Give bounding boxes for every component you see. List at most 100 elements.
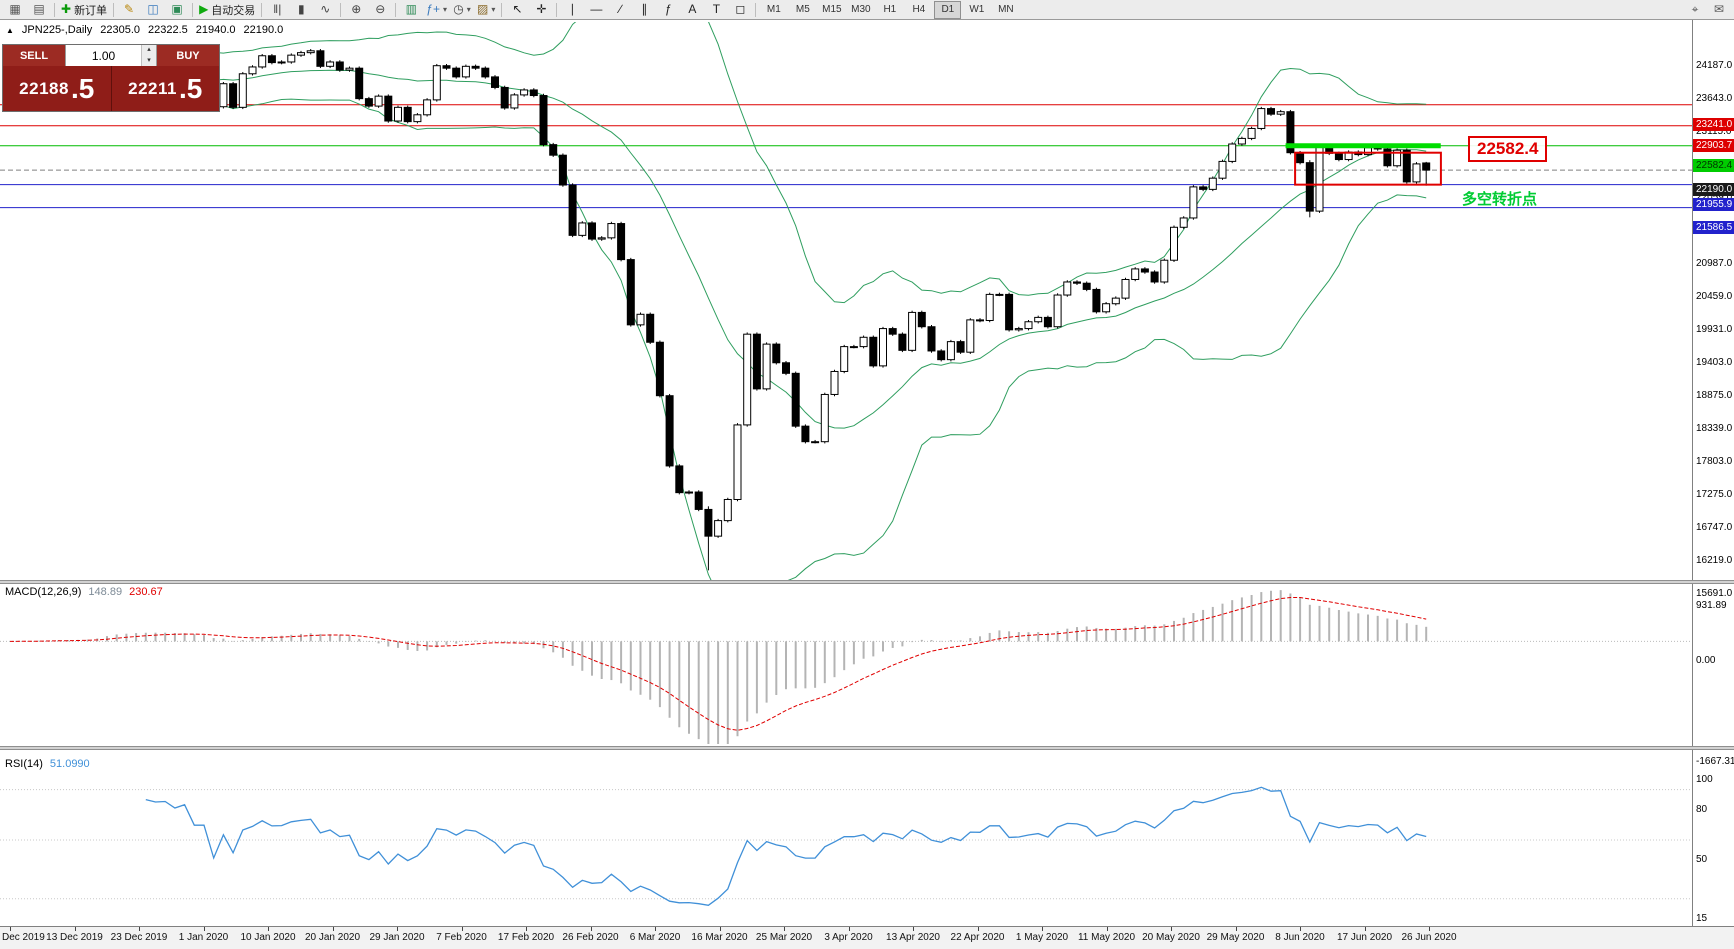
macd-label: MACD(12,26,9) bbox=[5, 586, 82, 598]
timeframe-h1[interactable]: H1 bbox=[883, 4, 897, 15]
cursor-icon[interactable]: ↖ bbox=[505, 1, 529, 18]
panel-separator[interactable] bbox=[0, 746, 1734, 750]
sell-price-main: 22188 bbox=[19, 78, 69, 98]
date-tick bbox=[74, 927, 76, 931]
macd-label-row: MACD(12,26,9) 148.89 230.67 bbox=[5, 586, 163, 598]
channel-icon[interactable]: ∥ bbox=[632, 1, 656, 18]
high-value: 22322.5 bbox=[148, 24, 188, 36]
label-tool-icon[interactable]: T bbox=[704, 1, 728, 18]
macd-signal-value: 230.67 bbox=[129, 586, 163, 598]
tile-windows-icon[interactable]: ▥ bbox=[399, 1, 423, 18]
candlestick-mode-icon[interactable]: ▮ bbox=[289, 1, 313, 18]
crosshair-icon-glyph: ✛ bbox=[536, 2, 547, 16]
buy-price-button[interactable]: 22211.5 bbox=[110, 66, 219, 111]
date-tick bbox=[848, 927, 850, 931]
timeframe-m5[interactable]: M5 bbox=[795, 4, 810, 15]
indicators-icon[interactable]: ƒ+ ▾ bbox=[423, 1, 450, 18]
timeframe-mn[interactable]: MN bbox=[998, 4, 1014, 15]
price-axis[interactable]: 24187.023643.023115.022587.022059.021531… bbox=[1692, 20, 1734, 945]
date-axis-label: 17 Jun 2020 bbox=[1336, 932, 1393, 943]
messages-icon[interactable]: ✉ bbox=[1707, 1, 1731, 18]
price-axis-label: 19403.0 bbox=[1696, 357, 1733, 368]
timeframe-d1[interactable]: D1 bbox=[934, 0, 962, 19]
date-axis-label: 6 Mar 2020 bbox=[629, 932, 681, 943]
vertical-line-icon[interactable]: ∣ bbox=[560, 1, 584, 18]
market-watch-icon[interactable]: ◫ bbox=[141, 1, 165, 18]
date-tick bbox=[590, 927, 592, 931]
toolbar: ▦ ▤ ✚ 新订单 ✎ ◫ ▣ ▶ 自动交易 ‖| ▮ ∿ ⊕ ⊖ ▥ ƒ+ ▾ ◷ ▾ ▨ ▾ ↖ ✛ ∣ ― ∕ ∥ ƒ A T ◻ M… bbox=[0, 0, 1734, 20]
price-axis-label: 16747.0 bbox=[1696, 522, 1733, 533]
profiles-icon[interactable]: ▤ bbox=[27, 1, 51, 18]
date-tick bbox=[913, 927, 914, 931]
horizontal-line-icon[interactable]: ― bbox=[584, 1, 608, 18]
price-axis-label: 23115.0 bbox=[1696, 126, 1732, 137]
zoom-in-icon[interactable]: ⊕ bbox=[344, 1, 368, 18]
new-chart-icon-glyph: ▦ bbox=[9, 2, 21, 16]
candlestick-mode-icon-glyph: ▮ bbox=[297, 2, 305, 16]
date-tick bbox=[784, 927, 785, 931]
price-axis-label: 20987.0 bbox=[1696, 258, 1733, 269]
dropdown-arrow-icon: ▾ bbox=[491, 5, 496, 14]
price-axis-label: 17803.0 bbox=[1696, 456, 1733, 467]
periods-icon[interactable]: ◷ ▾ bbox=[450, 1, 474, 18]
new-order-button[interactable]: ✚ 新订单 bbox=[58, 1, 110, 18]
zoom-out-icon-glyph: ⊖ bbox=[375, 2, 386, 16]
turning-point-annotation: 多空转折点 bbox=[1462, 191, 1538, 208]
rsi-axis-label: 80 bbox=[1696, 803, 1708, 815]
bar-chart-mode-icon[interactable]: ‖| bbox=[265, 1, 289, 18]
date-tick bbox=[526, 927, 527, 931]
date-tick bbox=[719, 927, 721, 931]
timeframe-h4[interactable]: H4 bbox=[912, 4, 926, 15]
metaeditor-icon[interactable]: ✎ bbox=[117, 1, 141, 18]
rsi-axis-label: 50 bbox=[1696, 854, 1708, 865]
price-axis-label: 22059.0 bbox=[1696, 192, 1734, 204]
volume-input[interactable] bbox=[66, 47, 141, 64]
toolbar-separator bbox=[54, 2, 55, 17]
date-axis-label: 22 Apr 2020 bbox=[950, 932, 1005, 943]
volume-increase-button[interactable]: ▴ bbox=[142, 45, 156, 56]
timeframe-m30[interactable]: M30 bbox=[851, 4, 871, 15]
shapes-icon[interactable]: ◻ bbox=[728, 1, 752, 18]
timeframe-w1[interactable]: W1 bbox=[969, 4, 985, 15]
fibonacci-icon[interactable]: ƒ bbox=[656, 1, 680, 18]
text-tool-icon[interactable]: A bbox=[680, 1, 704, 18]
channel-icon-glyph: ∥ bbox=[641, 2, 648, 16]
date-tick bbox=[977, 927, 979, 931]
date-axis-label: 8 Jun 2020 bbox=[1275, 932, 1325, 943]
date-axis[interactable]: Dec 2019 13 Dec 2019 23 Dec 2019 1 Jan 2020… bbox=[0, 926, 1734, 949]
search-icon[interactable]: ⌖ bbox=[1683, 1, 1707, 18]
templates-icon[interactable]: ▨ ▾ bbox=[474, 1, 498, 18]
data-window-icon[interactable]: ▣ bbox=[165, 1, 189, 18]
text-tool-icon-glyph: A bbox=[688, 2, 697, 16]
panel-separator[interactable] bbox=[0, 580, 1734, 584]
date-axis-label: 25 Mar 2020 bbox=[755, 932, 813, 943]
toolbar-right-group: ⌖ ✉ bbox=[1683, 0, 1731, 19]
rsi-panel[interactable] bbox=[0, 752, 1692, 926]
crosshair-icon[interactable]: ✛ bbox=[529, 1, 553, 18]
macd-panel[interactable] bbox=[0, 584, 1692, 748]
trendline-icon[interactable]: ∕ bbox=[608, 1, 632, 18]
label-tool-icon-glyph: T bbox=[712, 2, 721, 16]
toolbar-separator bbox=[113, 2, 115, 17]
toolbar-separator bbox=[501, 2, 503, 17]
sell-price-button[interactable]: 22188.5 bbox=[3, 66, 111, 111]
main-chart-area[interactable] bbox=[0, 20, 1692, 580]
buy-button[interactable]: BUY bbox=[157, 45, 219, 66]
autotrading-button[interactable]: ▶ 自动交易 bbox=[196, 1, 258, 18]
date-axis-label: 11 May 2020 bbox=[1077, 932, 1136, 943]
new-order-button-label: 新订单 bbox=[74, 4, 108, 17]
sell-button[interactable]: SELL bbox=[3, 45, 65, 66]
price-line-tag: 23241.0 bbox=[1693, 117, 1734, 131]
volume-decrease-button[interactable]: ▾ bbox=[142, 55, 156, 66]
new-chart-icon[interactable]: ▦ bbox=[3, 1, 27, 18]
timeframe-m1[interactable]: M1 bbox=[766, 4, 781, 15]
date-tick bbox=[1171, 927, 1172, 931]
rsi-label: RSI(14) bbox=[5, 758, 43, 770]
zoom-out-icon[interactable]: ⊖ bbox=[368, 1, 392, 18]
metaeditor-icon-glyph: ✎ bbox=[124, 2, 135, 16]
price-axis-label: 15691.0 bbox=[1696, 588, 1733, 599]
date-axis-label: 16 Mar 2020 bbox=[691, 932, 748, 943]
timeframe-m15[interactable]: M15 bbox=[822, 4, 842, 15]
line-chart-mode-icon[interactable]: ∿ bbox=[313, 1, 337, 18]
